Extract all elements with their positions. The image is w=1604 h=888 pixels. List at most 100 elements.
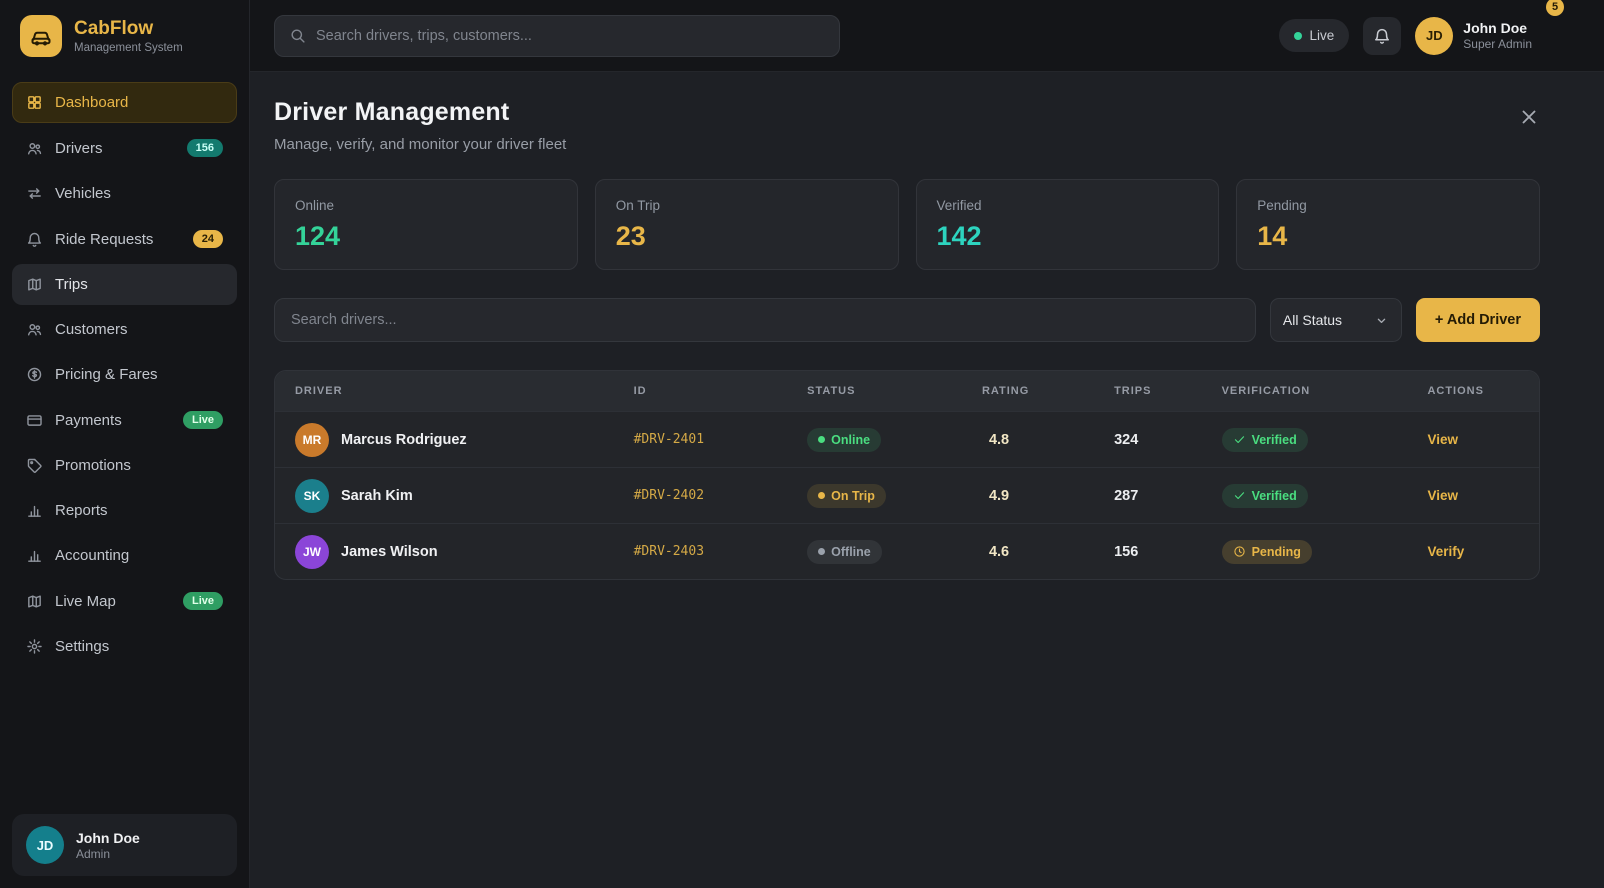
column-header-actions: Actions <box>1427 385 1484 397</box>
sidebar-item-promotions[interactable]: Promotions <box>12 445 237 486</box>
table-row-sarah-kim: SK Sarah Kim #DRV-2402 On Trip 4.9 287 V… <box>275 467 1539 523</box>
status-dot-icon <box>818 436 826 443</box>
driver-rating: 4.9 <box>988 487 1010 504</box>
column-header-trips: Trips <box>1114 385 1152 397</box>
row-action-link[interactable]: Verify <box>1427 543 1465 559</box>
driver-avatar: JW <box>295 534 329 569</box>
table-header-row: Driver ID Status Rating Trips Verification Act… <box>275 371 1539 411</box>
verification-badge: Verified <box>1221 483 1308 508</box>
clock-icon <box>1233 545 1246 558</box>
sidebar-item-settings[interactable]: Settings <box>12 626 237 667</box>
verification-badge: Pending <box>1221 539 1312 564</box>
sidebar-item-badge: Live <box>182 411 223 429</box>
stat-value: 124 <box>295 221 341 251</box>
sidebar-item-trips[interactable]: Trips <box>12 264 237 305</box>
status-filter-select[interactable]: All Status <box>1269 298 1402 342</box>
drivers-table: Driver ID Status Rating Trips Verification Act… <box>274 370 1540 580</box>
driver-search-input[interactable] <box>291 312 1239 328</box>
check-icon <box>1233 433 1246 446</box>
stat-label: Pending <box>1257 198 1307 213</box>
sidebar-item-label: Drivers <box>55 139 103 157</box>
users-icon <box>26 140 43 157</box>
sidebar-item-label: Ride Requests <box>55 230 154 248</box>
close-icon[interactable] <box>1518 106 1540 128</box>
sidebar-item-label: Live Map <box>55 592 116 610</box>
sidebar-item-label: Trips <box>55 276 88 293</box>
sidebar-item-ride-requests[interactable]: Ride Requests 24 <box>12 218 237 260</box>
map-icon <box>26 593 43 610</box>
content: Driver Management Manage, verify, and mo… <box>250 72 1604 888</box>
chart-icon <box>26 502 43 519</box>
column-header-verification: Verification <box>1221 385 1311 397</box>
sidebar-item-payments[interactable]: Payments Live <box>12 399 237 441</box>
status-dot-icon <box>818 548 826 555</box>
sidebar-item-label: Vehicles <box>55 185 111 202</box>
search-icon <box>289 27 306 44</box>
row-action-link[interactable]: View <box>1427 487 1459 503</box>
driver-search <box>274 298 1256 342</box>
driver-name: Sarah Kim <box>341 487 413 504</box>
chart-icon <box>26 547 43 564</box>
sidebar-item-label: Settings <box>55 638 110 655</box>
sidebar-item-reports[interactable]: Reports <box>12 490 237 531</box>
global-search-input[interactable] <box>316 27 825 44</box>
avatar: JD <box>1415 16 1454 55</box>
sidebar-item-live-map[interactable]: Live Map Live <box>12 580 237 622</box>
sidebar-item-drivers[interactable]: Drivers 156 <box>12 127 237 169</box>
main-column: Live JD John Doe Super Admin Driver Mana… <box>250 0 1604 888</box>
stat-value: 142 <box>936 221 982 251</box>
topbar-user-role: Super Admin <box>1463 37 1532 51</box>
car-icon <box>29 24 53 48</box>
sidebar-item-badge: Live <box>182 592 223 610</box>
sidebar-item-label: Accounting <box>55 547 130 564</box>
sidebar-item-label: Promotions <box>55 457 131 474</box>
stat-card-online: Online 124 <box>274 179 578 270</box>
chevron-down-icon <box>1374 313 1389 328</box>
sidebar-item-accounting[interactable]: Accounting <box>12 535 237 576</box>
sidebar-item-customers[interactable]: Customers <box>12 309 237 350</box>
table-row-james-wilson: JW James Wilson #DRV-2403 Offline 4.6 15… <box>275 523 1539 579</box>
sidebar-item-label: Pricing & Fares <box>55 366 158 383</box>
driver-trips: 156 <box>1114 543 1139 560</box>
avatar: JD <box>26 826 64 864</box>
driver-name: James Wilson <box>341 543 438 560</box>
app-name: CabFlow <box>74 18 154 39</box>
sidebar-user-role: Admin <box>76 846 111 861</box>
stat-label: Verified <box>936 198 982 213</box>
sidebar-item-dashboard[interactable]: Dashboard <box>12 82 237 123</box>
topbar-user-name: John Doe <box>1463 20 1528 36</box>
live-status-pill[interactable]: Live <box>1278 19 1350 52</box>
bell-icon <box>26 231 43 248</box>
sidebar-item-label: Reports <box>55 502 108 519</box>
sidebar-nav: Dashboard Drivers 156 Vehicles Ride Requ… <box>0 72 249 802</box>
driver-id: #DRV-2402 <box>633 488 705 503</box>
topbar-user-chip[interactable]: JD John Doe Super Admin <box>1415 16 1532 55</box>
sidebar-user-card[interactable]: JD John Doe Admin <box>12 814 237 876</box>
driver-avatar: SK <box>295 478 329 513</box>
row-action-link[interactable]: View <box>1427 431 1459 447</box>
driver-avatar: MR <box>295 422 329 457</box>
page-subtitle: Manage, verify, and monitor your driver … <box>274 136 567 153</box>
add-driver-button[interactable]: + Add Driver <box>1415 298 1540 342</box>
app-tagline: Management System <box>74 42 183 54</box>
page-title: Driver Management <box>274 98 510 126</box>
stats-grid: Online 124 On Trip 23 Verified 142 Pendi… <box>274 179 1540 270</box>
column-header-rating: Rating <box>981 385 1030 397</box>
table-body: MR Marcus Rodriguez #DRV-2401 Online 4.8… <box>275 411 1539 579</box>
bell-icon <box>1373 27 1391 45</box>
driver-id: #DRV-2403 <box>633 544 705 559</box>
sidebar-item-pricing-fares[interactable]: Pricing & Fares <box>12 354 237 395</box>
status-badge: On Trip <box>807 483 886 508</box>
stat-label: On Trip <box>615 198 661 213</box>
sidebar-item-vehicles[interactable]: Vehicles <box>12 173 237 214</box>
corner-notification-badge: 5 <box>1546 0 1564 16</box>
users-icon <box>26 321 43 338</box>
driver-trips: 324 <box>1114 431 1139 448</box>
stat-value: 14 <box>1257 221 1288 251</box>
status-badge: Online <box>807 427 882 452</box>
table-row-marcus-rodriguez: MR Marcus Rodriguez #DRV-2401 Online 4.8… <box>275 411 1539 467</box>
live-dot <box>1293 31 1302 40</box>
sidebar-item-label: Payments <box>55 411 122 429</box>
notifications-button[interactable] <box>1363 16 1402 55</box>
status-dot-icon <box>818 492 826 499</box>
